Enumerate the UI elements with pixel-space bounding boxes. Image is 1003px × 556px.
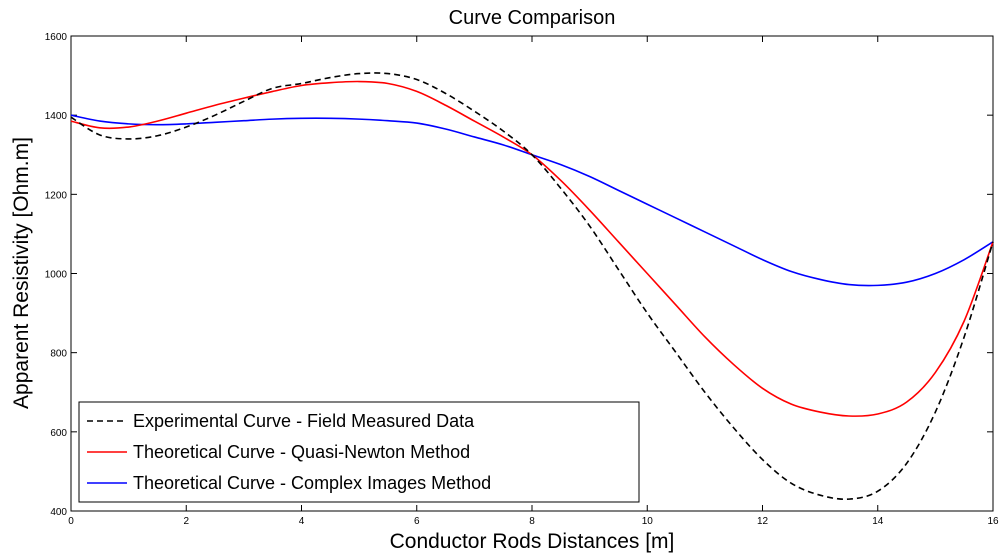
legend-entry-complex-images: Theoretical Curve - Complex Images Metho… [133, 473, 491, 493]
x-tick-label: 8 [529, 516, 535, 527]
lines-layer [70, 72, 994, 501]
y-tick-label: 1000 [45, 270, 68, 281]
chart-title: Curve Comparison [449, 7, 616, 29]
x-tick-label: 6 [414, 516, 420, 527]
x-tick-label: 4 [299, 516, 305, 527]
y-tick-label: 1200 [45, 190, 68, 201]
x-tick-label: 16 [987, 516, 999, 527]
x-tick-label: 10 [642, 516, 654, 527]
legend-box [78, 401, 640, 503]
legend-entry-quasi-newton: Theoretical Curve - Quasi-Newton Method [133, 442, 470, 462]
legend-entry-experimental: Experimental Curve - Field Measured Data [133, 411, 475, 431]
y-tick-label: 600 [50, 428, 67, 439]
x-tick-label: 0 [68, 516, 74, 527]
y-tick-label: 1400 [45, 111, 68, 122]
x-tick-label: 12 [757, 516, 769, 527]
legend: Experimental Curve - Field Measured Data… [78, 401, 640, 503]
y-tick-label: 1600 [45, 32, 68, 43]
y-tick-label: 400 [50, 507, 67, 518]
x-axis-label: Conductor Rods Distances [m] [390, 530, 675, 553]
x-tick-label: 14 [872, 516, 884, 527]
y-tick-label: 800 [50, 349, 67, 360]
x-tick-label: 2 [183, 516, 189, 527]
series-experimental-line [70, 72, 994, 501]
y-axis-label: Apparent Resistivity [Ohm.m] [10, 137, 33, 409]
ticks-layer: 0 2 4 6 8 10 12 14 16 400 600 800 1000 1200 1400 1600 [45, 32, 999, 527]
